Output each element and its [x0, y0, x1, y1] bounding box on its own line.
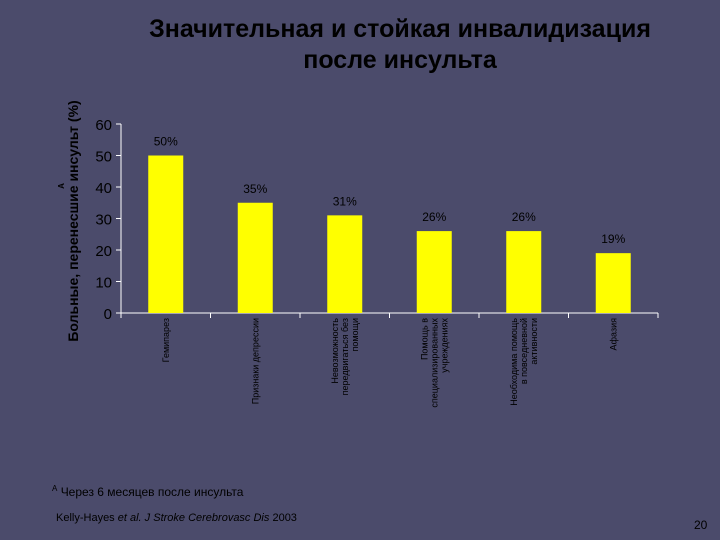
bar	[237, 202, 273, 313]
slide-title: Значительная и стойкая инвалидизация пос…	[100, 14, 700, 76]
data-label: 31%	[333, 194, 357, 208]
y-axis-title-marker: A	[57, 183, 66, 189]
category-label: Афазия	[608, 318, 618, 351]
category-label-line: в повседневной	[519, 318, 529, 384]
bar	[148, 155, 184, 313]
category-label-line: специализированных	[429, 318, 439, 408]
category-label-line: Необходима помощь	[509, 318, 519, 406]
source-journal: J Stroke Cerebrovasc Dis	[144, 512, 270, 524]
category-label: Необходима помощьв повседневнойактивност…	[509, 318, 539, 406]
data-label: 50%	[154, 135, 178, 149]
footnote-marker: A	[52, 484, 58, 493]
bar	[416, 231, 452, 313]
source-authors: Kelly-Hayes	[56, 512, 115, 524]
y-tick-label: 0	[104, 306, 112, 323]
y-tick-label: 30	[95, 212, 112, 229]
footnote: A Через 6 месяцев после инсульта	[52, 484, 243, 499]
y-tick-label: 20	[95, 243, 112, 260]
category-label-line: передвигаться без	[340, 318, 350, 395]
y-tick-label: 50	[95, 149, 112, 166]
footnote-text: Через 6 месяцев после инсульта	[60, 485, 244, 499]
category-label-line: Афазия	[608, 318, 618, 351]
source-etal: et al.	[117, 512, 142, 524]
category-label-line: Невозможность	[330, 318, 340, 384]
bar	[506, 231, 542, 313]
data-label: 35%	[243, 182, 267, 196]
category-label-line: Гемипарез	[161, 318, 171, 362]
page-number: 20	[694, 518, 708, 532]
bar	[327, 215, 363, 313]
category-label-line: помощи	[350, 318, 360, 352]
category-label-line: Помощь в	[419, 318, 429, 360]
source-citation: Kelly-Hayes et al. J Stroke Cerebrovasc …	[56, 512, 297, 524]
data-label: 26%	[512, 210, 536, 224]
data-label: 19%	[601, 232, 625, 246]
category-label-line: активности	[529, 318, 539, 365]
category-label: Признаки депрессии	[250, 318, 260, 404]
title-line-2: после инсульта	[303, 46, 497, 74]
source-year: 2003	[272, 512, 297, 524]
category-label: Невозможностьпередвигаться безпомощи	[330, 318, 360, 396]
category-label: Гемипарез	[161, 318, 171, 362]
y-tick-label: 10	[95, 275, 112, 292]
bar	[595, 253, 631, 313]
title-line-1: Значительная и стойкая инвалидизация	[149, 15, 651, 43]
data-label: 26%	[422, 210, 446, 224]
y-axis-title: Больные, перенесшие инсульт (%)	[65, 100, 81, 341]
category-label-line: Признаки депрессии	[250, 318, 260, 404]
y-tick-label: 60	[95, 117, 112, 134]
category-label: Помощь вспециализированныхучреждениях	[419, 318, 449, 408]
y-tick-label: 40	[95, 180, 112, 197]
category-label-line: учреждениях	[439, 318, 449, 373]
